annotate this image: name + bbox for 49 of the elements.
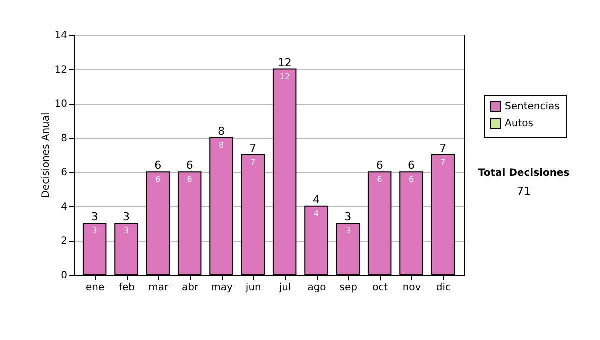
data-label: 6 bbox=[408, 175, 414, 184]
x-tick-label: oct bbox=[372, 282, 388, 294]
data-label: 7 bbox=[250, 158, 256, 167]
data-label: 4 bbox=[314, 209, 320, 218]
total-label: 6 bbox=[408, 159, 415, 172]
x-tick-label: mar bbox=[148, 282, 170, 294]
x-tick-label: ago bbox=[308, 282, 326, 294]
x-tick-label: sep bbox=[340, 282, 358, 294]
total-label: 4 bbox=[313, 193, 320, 206]
y-tick-label: 14 bbox=[54, 30, 68, 42]
total-label: 6 bbox=[154, 159, 162, 172]
total-label: 8 bbox=[218, 124, 225, 138]
data-label: 7 bbox=[440, 158, 446, 167]
data-label: 8 bbox=[218, 140, 224, 150]
x-tick-label: dic bbox=[436, 282, 451, 294]
y-tick-label: 2 bbox=[61, 236, 68, 248]
x-tick-label: feb bbox=[118, 282, 136, 294]
total-label: 6 bbox=[376, 159, 384, 172]
total-label: 3 bbox=[123, 210, 130, 224]
text: 71 bbox=[517, 185, 531, 198]
total-label: 6 bbox=[186, 159, 194, 172]
x-tick-label: may bbox=[211, 282, 233, 294]
x-tick-label: ene bbox=[86, 282, 105, 294]
data-label: 3 bbox=[124, 226, 130, 236]
total-label: 7 bbox=[440, 142, 447, 155]
total-label: 7 bbox=[250, 142, 257, 155]
x-tick-label: jul bbox=[278, 282, 292, 294]
data-label: 6 bbox=[156, 175, 161, 184]
total-label: 12 bbox=[278, 56, 292, 70]
x-tick-label: abr bbox=[182, 282, 200, 294]
x-tick-label: jun bbox=[244, 282, 262, 294]
legend-label: Sentencias bbox=[505, 102, 560, 112]
y-tick-label: 6 bbox=[61, 168, 68, 179]
y-tick-label: 10 bbox=[54, 99, 68, 110]
data-label: 6 bbox=[187, 175, 192, 184]
data-label: 12 bbox=[280, 72, 290, 82]
y-tick-label: 0 bbox=[61, 270, 68, 282]
data-label: 3 bbox=[346, 226, 351, 236]
y-axis-title: Decisiones Anual bbox=[40, 112, 52, 198]
data-label: 6 bbox=[377, 175, 382, 184]
data-label: 3 bbox=[92, 226, 98, 236]
total-label: 3 bbox=[91, 210, 98, 224]
x-tick-label: nov bbox=[402, 282, 422, 294]
total-label: 3 bbox=[344, 210, 352, 224]
legend-label: Autos bbox=[505, 118, 534, 130]
y-tick-label: 4 bbox=[61, 202, 68, 213]
y-tick-label: 12 bbox=[54, 64, 68, 76]
text: Total Decisiones bbox=[478, 168, 570, 179]
y-tick-label: 8 bbox=[61, 133, 68, 144]
